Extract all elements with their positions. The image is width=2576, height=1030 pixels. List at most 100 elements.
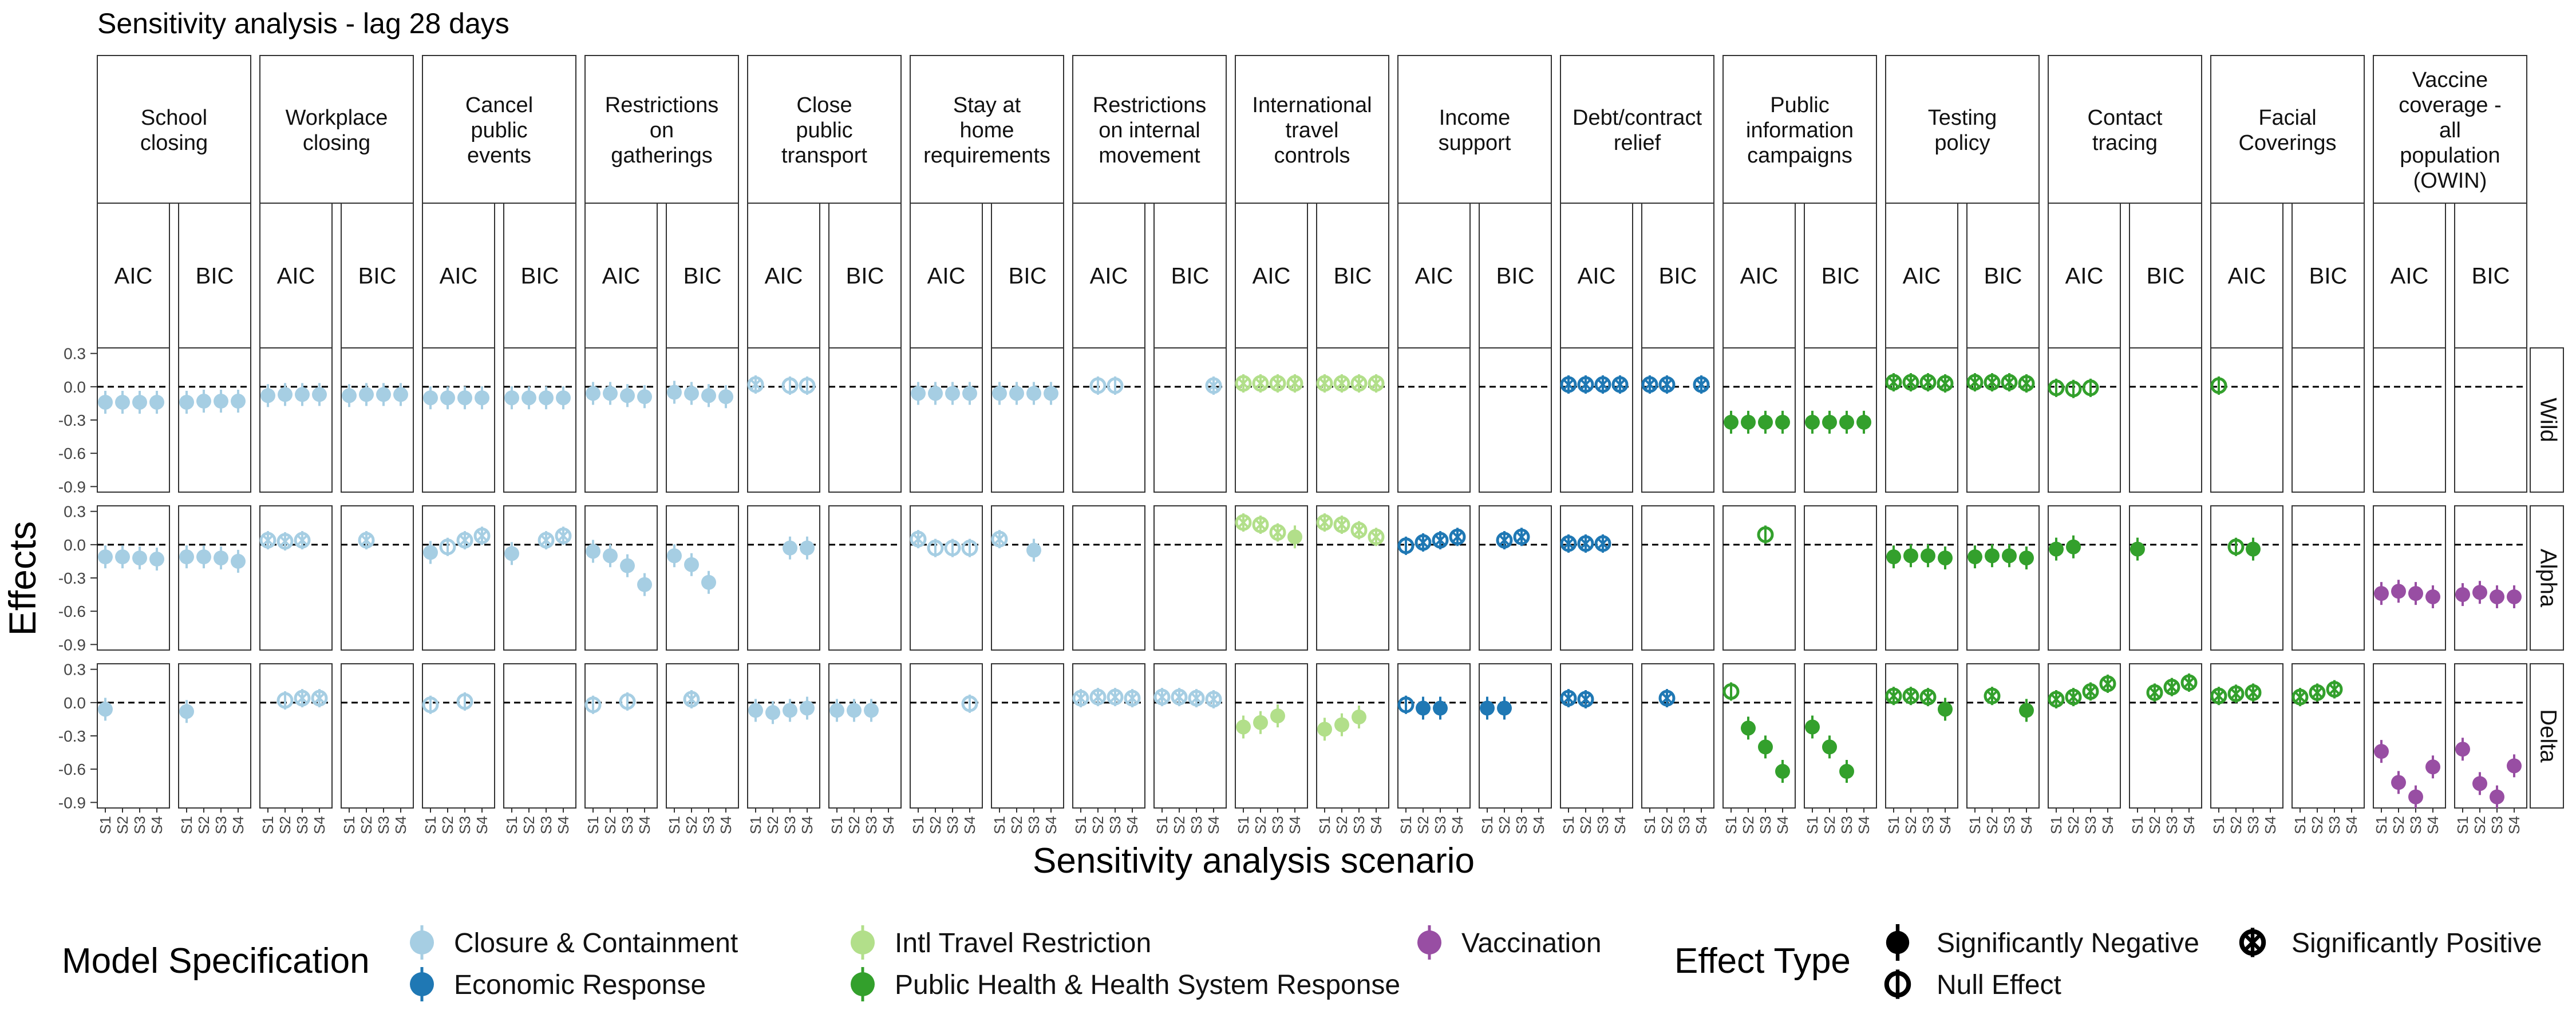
criterion-strip bbox=[2454, 203, 2527, 348]
criterion-strip bbox=[341, 203, 414, 348]
x-tick-label: S2 bbox=[1740, 816, 1757, 834]
policy-strip bbox=[2048, 55, 2202, 204]
x-tick-label: S2 bbox=[927, 816, 944, 834]
plot-panel bbox=[422, 663, 495, 809]
data-point-cross bbox=[1353, 524, 1365, 536]
data-point-cross bbox=[2230, 688, 2242, 700]
x-tick-label: S3 bbox=[1838, 816, 1855, 834]
plot-panel bbox=[422, 347, 495, 493]
criterion-strip bbox=[1235, 203, 1308, 348]
x-tick-label: S1 bbox=[1641, 816, 1658, 834]
plot-panel bbox=[97, 347, 170, 493]
plot-panel bbox=[1316, 347, 1389, 493]
plot-panel bbox=[1641, 347, 1714, 493]
x-tick-label: S4 bbox=[2180, 816, 2198, 834]
x-tick-label: S1 bbox=[2454, 816, 2471, 834]
policy-label: Close bbox=[796, 93, 852, 117]
effect-legend-title: Effect Type bbox=[1674, 941, 1851, 981]
x-tick-label: S2 bbox=[358, 816, 375, 834]
data-point-cross bbox=[1336, 377, 1348, 390]
plot-panel bbox=[2291, 347, 2365, 493]
y-tick-label: -0.6 bbox=[58, 445, 86, 462]
plot-panel bbox=[1966, 505, 2040, 651]
policy-label: Stay at bbox=[953, 93, 1021, 117]
x-tick-label: S4 bbox=[1286, 816, 1303, 834]
plot-panel bbox=[503, 663, 576, 809]
criterion-label: BIC bbox=[1334, 264, 1372, 289]
legend-title: Model Specification bbox=[62, 941, 370, 981]
data-point-cross bbox=[2067, 691, 2080, 703]
policy-label: School bbox=[141, 106, 207, 130]
x-tick-label: S2 bbox=[276, 816, 294, 834]
policy-strip bbox=[97, 55, 251, 204]
policy-label: Cancel bbox=[465, 93, 533, 117]
plot-panel bbox=[259, 663, 333, 809]
data-point-cross bbox=[1173, 691, 1186, 703]
plot-panel bbox=[178, 663, 251, 809]
policy-label: movement bbox=[1099, 144, 1200, 168]
criterion-label: AIC bbox=[2391, 264, 2429, 289]
criterion-label: BIC bbox=[846, 264, 884, 289]
plot-panel bbox=[910, 347, 983, 493]
policy-strip bbox=[1235, 55, 1389, 204]
legend-label: Vaccination bbox=[1461, 928, 1602, 958]
x-tick-label: S1 bbox=[1885, 816, 1902, 834]
data-point-cross bbox=[749, 378, 762, 391]
plot-panel bbox=[178, 505, 251, 651]
plot-panel bbox=[178, 347, 251, 493]
x-tick-label: S3 bbox=[700, 816, 717, 834]
effect-legend-key-cross bbox=[2243, 933, 2262, 952]
legend-label: Closure & Containment bbox=[454, 928, 738, 958]
plot-panel bbox=[2454, 347, 2527, 493]
x-tick-label: S3 bbox=[1676, 816, 1693, 834]
data-point-cross bbox=[2311, 687, 2324, 699]
policy-label: Income bbox=[1439, 106, 1511, 130]
y-tick-label: -0.6 bbox=[58, 760, 86, 778]
policy-label: Contact bbox=[2088, 106, 2163, 130]
x-tick-label: S3 bbox=[2245, 816, 2262, 834]
plot-panel bbox=[747, 663, 820, 809]
plot-panel bbox=[1397, 505, 1471, 651]
data-point-cross bbox=[1614, 378, 1626, 391]
policy-strip bbox=[910, 55, 1064, 204]
x-tick-label: S3 bbox=[863, 816, 880, 834]
policy-label: controls bbox=[1274, 144, 1350, 168]
y-tick-label: -0.9 bbox=[58, 794, 86, 811]
data-point-cross bbox=[1237, 517, 1250, 529]
plot-panel bbox=[1479, 347, 1552, 493]
data-point-cross bbox=[2247, 687, 2259, 699]
x-tick-label: S1 bbox=[1072, 816, 1089, 834]
plot-panel bbox=[2373, 663, 2446, 809]
criterion-strip bbox=[1153, 203, 1227, 348]
x-tick-label: S2 bbox=[1252, 816, 1269, 834]
x-tick-label: S2 bbox=[1984, 816, 2001, 834]
data-point-cross bbox=[1579, 378, 1592, 391]
data-point-cross bbox=[279, 535, 291, 548]
criterion-strip bbox=[2048, 203, 2121, 348]
plot-panel bbox=[991, 505, 1064, 651]
plot-panel bbox=[503, 347, 576, 493]
policy-strip bbox=[259, 55, 414, 204]
y-tick-label: -0.3 bbox=[58, 727, 86, 745]
data-point-cross bbox=[1887, 377, 1900, 389]
x-tick-label: S1 bbox=[1397, 816, 1415, 834]
plot-panel bbox=[828, 505, 902, 651]
x-tick-label: S2 bbox=[2309, 816, 2326, 834]
x-tick-label: S3 bbox=[1025, 816, 1042, 834]
x-tick-label: S4 bbox=[2424, 816, 2441, 834]
criterion-strip bbox=[2373, 203, 2446, 348]
criterion-strip bbox=[910, 203, 983, 348]
x-tick-label: S2 bbox=[1658, 816, 1676, 834]
policy-label: events bbox=[467, 144, 531, 168]
plot-panel bbox=[1885, 347, 1958, 493]
data-point-cross bbox=[2328, 683, 2341, 695]
x-tick-label: S1 bbox=[584, 816, 602, 834]
policy-strip bbox=[1885, 55, 2040, 204]
data-point-cross bbox=[1271, 526, 1284, 538]
